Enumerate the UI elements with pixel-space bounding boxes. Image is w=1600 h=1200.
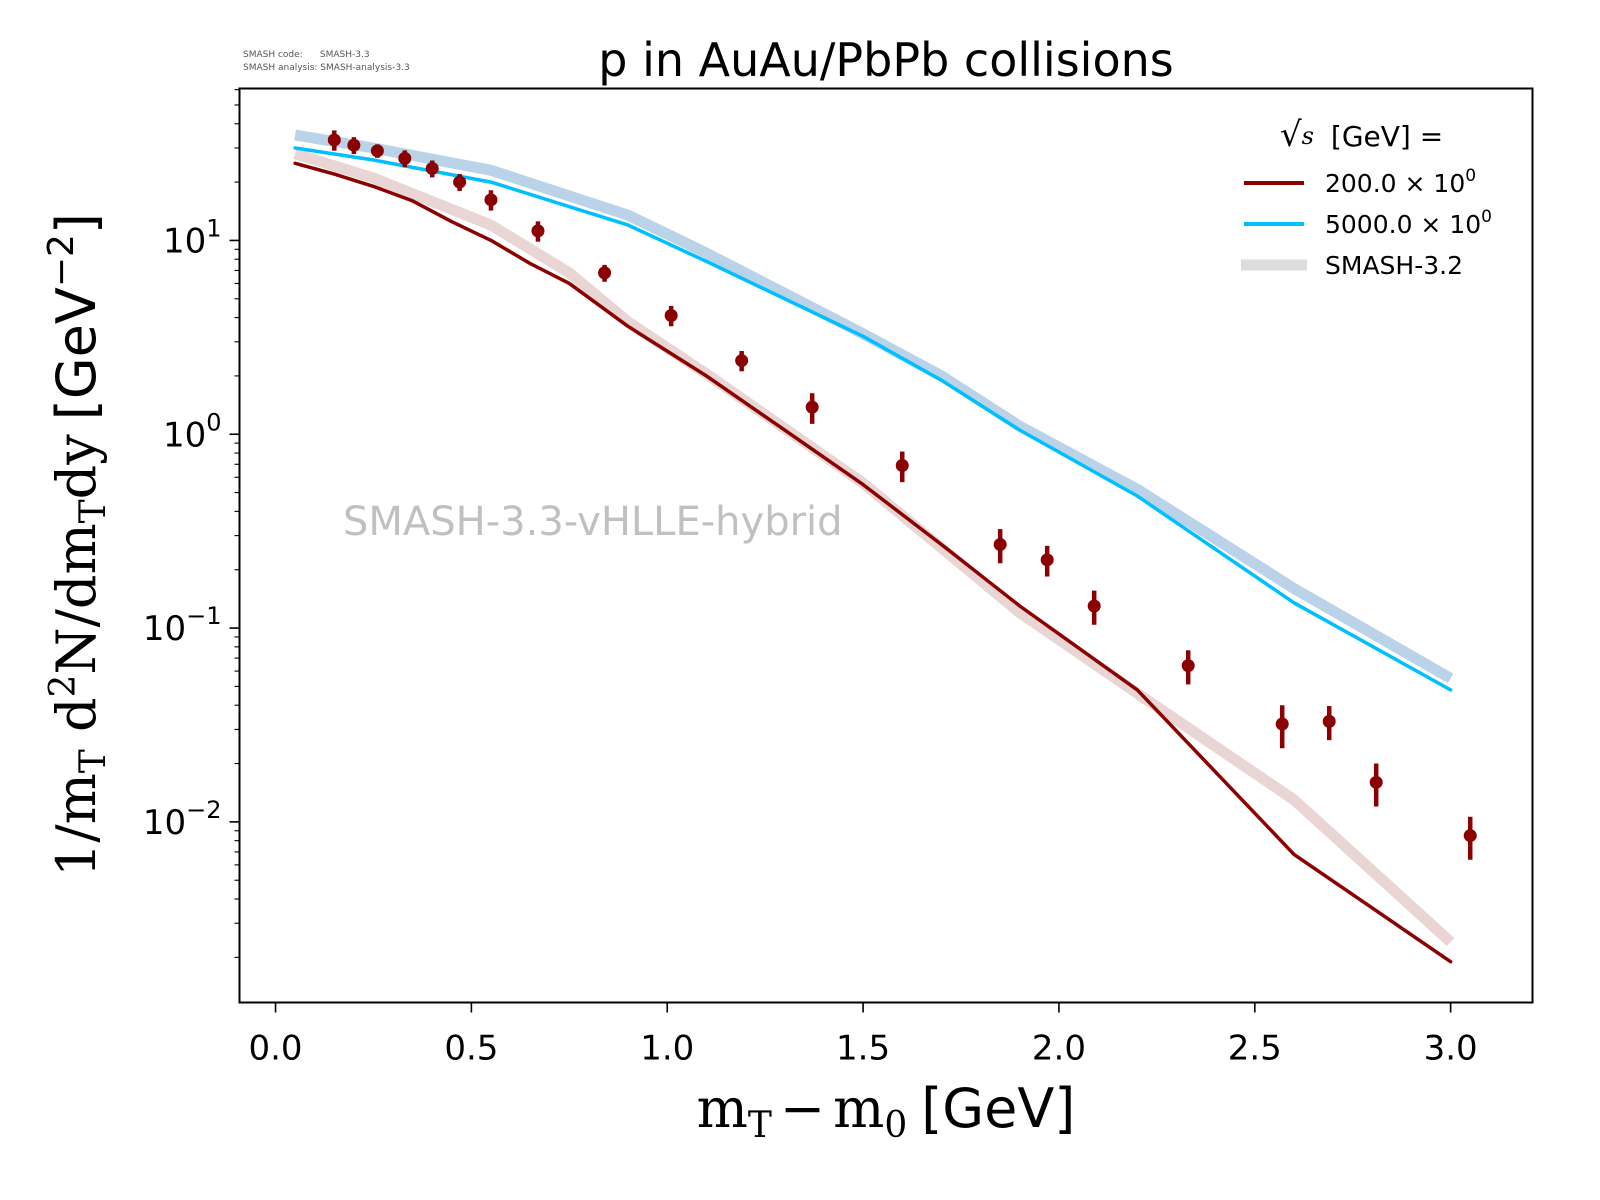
plot-area — [293, 129, 1477, 964]
data-point — [1369, 775, 1383, 789]
axes-frame — [238, 87, 1534, 1004]
meta-analysis: SMASH analysis: SMASH-analysis-3.3 — [243, 63, 410, 73]
legend-label-smash32: SMASH-3.2 — [1325, 251, 1463, 280]
x-axis: 0.0 0.5 1.0 1.5 2.0 2.5 3.0 — [248, 1002, 1478, 1069]
y-axis: 101 100 10−1 10−2 — [143, 89, 240, 958]
x-tick-label: 1.0 — [640, 1029, 694, 1069]
legend-label-5000: 5000.0 × 100 — [1325, 207, 1492, 239]
y-tick-label: 10−2 — [143, 796, 222, 843]
y-tick-label: 101 — [163, 214, 222, 261]
legend-title: √s [GeV] = — [1280, 115, 1443, 155]
data-point — [1463, 829, 1477, 843]
data-point — [1040, 553, 1054, 567]
x-tick-label: 3.0 — [1424, 1029, 1478, 1069]
y-axis-label: 1/mT d2N/dmTdy[GeV−2] — [41, 213, 114, 877]
data-point — [664, 308, 678, 322]
data-point — [1322, 714, 1336, 728]
data-point — [370, 144, 384, 158]
x-tick-label: 2.0 — [1032, 1029, 1086, 1069]
data-point — [993, 537, 1007, 551]
x-tick-label: 0.0 — [248, 1029, 302, 1069]
data-point — [805, 400, 819, 414]
series-line-5000-0-gev — [293, 146, 1453, 692]
data-point — [598, 266, 612, 280]
data-point — [484, 193, 498, 207]
series-line-smash-3-2-5000-gev — [294, 129, 1454, 684]
meta-code: SMASH code: SMASH-3.3 — [243, 50, 370, 60]
data-point — [398, 151, 412, 165]
x-axis-label: mT − m0 [GeV] — [697, 1077, 1076, 1146]
data-point — [531, 224, 545, 238]
series-line-smash-3-2-200-gev — [293, 148, 1455, 947]
data-point — [347, 138, 361, 152]
data-point — [327, 133, 341, 147]
legend: √s [GeV] = 200.0 × 100 5000.0 × 100 SMAS… — [1241, 115, 1492, 280]
data-point — [735, 354, 749, 368]
x-tick-label: 1.5 — [836, 1029, 890, 1069]
series-line-200-0-gev — [293, 161, 1453, 964]
y-tick-label: 100 — [163, 408, 222, 455]
data-point — [1275, 717, 1289, 731]
y-tick-label: 10−1 — [143, 602, 222, 649]
data-point — [1087, 599, 1101, 613]
legend-label-200: 200.0 × 100 — [1325, 166, 1476, 198]
data-point — [453, 175, 467, 189]
x-tick-label: 2.5 — [1228, 1029, 1282, 1069]
data-point — [1181, 659, 1195, 673]
series-points-experimental-data-200-gev — [327, 130, 1477, 860]
chart-title: p in AuAu/PbPb collisions — [598, 33, 1173, 87]
watermark: SMASH-3.3-vHLLE-hybrid — [343, 499, 843, 545]
data-point — [895, 458, 909, 472]
x-tick-label: 0.5 — [444, 1029, 498, 1069]
data-point — [425, 162, 439, 176]
